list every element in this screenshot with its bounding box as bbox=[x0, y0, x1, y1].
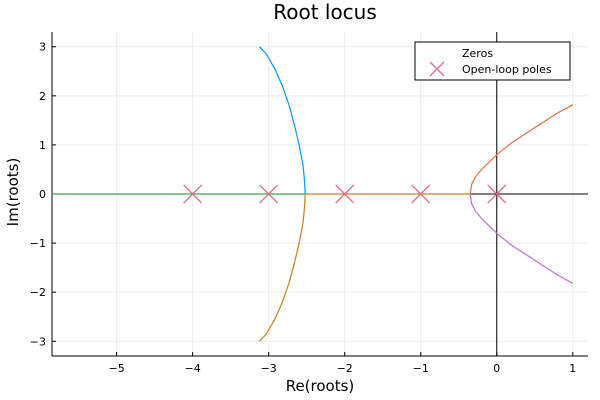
pole-marker bbox=[183, 184, 203, 204]
series-lines bbox=[52, 46, 574, 342]
y-tick-label: 0 bbox=[39, 188, 46, 201]
legend-pole-marker bbox=[429, 61, 445, 77]
chart-title: Root locus bbox=[273, 0, 377, 24]
legend-x-icon bbox=[429, 61, 445, 77]
pole-marker bbox=[487, 184, 507, 204]
y-axis-title: Im(roots) bbox=[4, 158, 22, 227]
y-tick-label: −2 bbox=[30, 286, 46, 299]
locus-branch-1 bbox=[259, 46, 306, 195]
pole-marker bbox=[335, 184, 355, 204]
x-tick-label: −4 bbox=[185, 362, 201, 375]
pole-markers bbox=[183, 184, 507, 204]
legend-label-poles: Open-loop poles bbox=[462, 63, 552, 76]
x-tick-label: 1 bbox=[569, 362, 576, 375]
locus-branch-2 bbox=[259, 193, 306, 342]
x-tick-label: 0 bbox=[493, 362, 500, 375]
x-tick-label: −5 bbox=[109, 362, 125, 375]
locus-branch-4 bbox=[469, 193, 574, 284]
y-tick-label: 2 bbox=[39, 90, 46, 103]
tick-labels: −5 −4 −3 −2 −1 0 1 −3 −2 −1 0 1 2 3 bbox=[30, 41, 577, 375]
pole-marker bbox=[411, 184, 431, 204]
legend: Zeros Open-loop poles bbox=[414, 41, 571, 81]
legend-label-zeros: Zeros bbox=[462, 47, 493, 60]
x-tick-label: −1 bbox=[413, 362, 429, 375]
x-tick-label: −3 bbox=[261, 362, 277, 375]
x-tick-label: −2 bbox=[337, 362, 353, 375]
locus-branch-3 bbox=[469, 104, 574, 195]
y-tick-label: 3 bbox=[39, 41, 46, 54]
y-tick-label: −1 bbox=[30, 237, 46, 250]
pole-marker bbox=[259, 184, 279, 204]
y-tick-label: −3 bbox=[30, 335, 46, 348]
y-tick-label: 1 bbox=[39, 139, 46, 152]
x-axis-title: Re(roots) bbox=[286, 377, 355, 395]
